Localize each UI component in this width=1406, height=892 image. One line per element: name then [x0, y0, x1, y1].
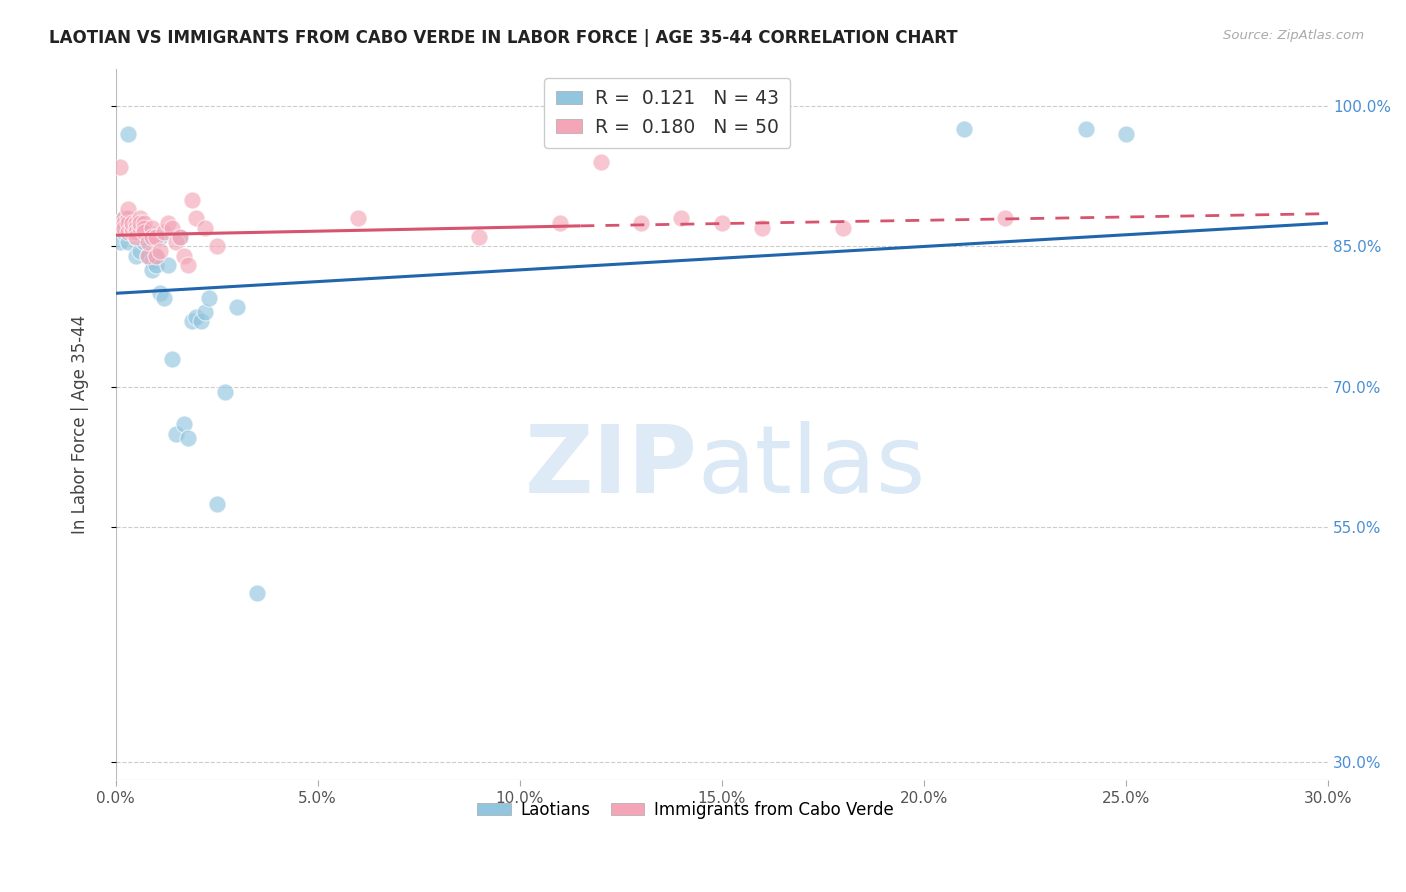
Point — [132, 220, 155, 235]
Y-axis label: In Labor Force | Age 35-44: In Labor Force | Age 35-44 — [72, 315, 89, 534]
Point — [149, 244, 172, 259]
Point — [117, 127, 139, 141]
Point — [181, 314, 204, 328]
Text: Source: ZipAtlas.com: Source: ZipAtlas.com — [1223, 29, 1364, 42]
Point — [177, 432, 200, 446]
Point — [177, 258, 200, 272]
Point — [121, 226, 143, 240]
Point — [153, 226, 176, 240]
Text: ZIP: ZIP — [524, 421, 697, 513]
Point — [136, 226, 159, 240]
Point — [589, 155, 612, 169]
Point — [145, 258, 167, 272]
Point — [132, 226, 155, 240]
Point — [132, 216, 155, 230]
Point — [1074, 122, 1097, 136]
Point — [190, 314, 212, 328]
Point — [121, 220, 143, 235]
Point — [165, 426, 187, 441]
Point — [136, 235, 159, 249]
Point — [128, 220, 150, 235]
Point — [108, 220, 131, 235]
Point — [141, 253, 163, 268]
Point — [347, 211, 370, 226]
Point — [128, 216, 150, 230]
Point — [160, 220, 183, 235]
Point — [246, 586, 269, 600]
Point — [751, 220, 773, 235]
Point — [125, 249, 148, 263]
Point — [197, 291, 219, 305]
Point — [117, 226, 139, 240]
Text: LAOTIAN VS IMMIGRANTS FROM CABO VERDE IN LABOR FORCE | AGE 35-44 CORRELATION CHA: LAOTIAN VS IMMIGRANTS FROM CABO VERDE IN… — [49, 29, 957, 46]
Point — [112, 220, 135, 235]
Point — [149, 286, 172, 301]
Point — [117, 202, 139, 216]
Point — [117, 235, 139, 249]
Point — [186, 211, 208, 226]
Point — [630, 216, 652, 230]
Point — [108, 160, 131, 174]
Point — [214, 384, 236, 399]
Point — [132, 220, 155, 235]
Point — [108, 216, 131, 230]
Point — [193, 305, 215, 319]
Point — [121, 220, 143, 235]
Point — [128, 230, 150, 244]
Point — [160, 351, 183, 366]
Point — [145, 249, 167, 263]
Text: atlas: atlas — [697, 421, 927, 513]
Point — [169, 230, 191, 244]
Point — [117, 211, 139, 226]
Point — [193, 220, 215, 235]
Point — [173, 249, 195, 263]
Point — [128, 211, 150, 226]
Point — [141, 220, 163, 235]
Point — [117, 216, 139, 230]
Point — [108, 235, 131, 249]
Point — [125, 216, 148, 230]
Point — [132, 235, 155, 249]
Point — [145, 230, 167, 244]
Point — [548, 216, 571, 230]
Point — [136, 249, 159, 263]
Point — [225, 301, 247, 315]
Point — [125, 220, 148, 235]
Point — [125, 230, 148, 244]
Point — [121, 216, 143, 230]
Point — [149, 230, 172, 244]
Point — [141, 263, 163, 277]
Point — [153, 291, 176, 305]
Point — [125, 230, 148, 244]
Point — [186, 310, 208, 324]
Point — [169, 230, 191, 244]
Point — [205, 239, 228, 253]
Point — [1115, 127, 1137, 141]
Point — [121, 216, 143, 230]
Point — [132, 230, 155, 244]
Point — [112, 211, 135, 226]
Point — [141, 230, 163, 244]
Point — [112, 216, 135, 230]
Point — [468, 230, 491, 244]
Point — [710, 216, 733, 230]
Point — [157, 216, 180, 230]
Point — [994, 211, 1017, 226]
Point — [128, 244, 150, 259]
Point — [671, 211, 693, 226]
Point — [953, 122, 976, 136]
Point — [181, 193, 204, 207]
Point — [173, 417, 195, 432]
Point — [205, 497, 228, 511]
Point — [165, 235, 187, 249]
Point — [157, 258, 180, 272]
Point — [136, 249, 159, 263]
Legend: Laotians, Immigrants from Cabo Verde: Laotians, Immigrants from Cabo Verde — [471, 794, 900, 825]
Point — [112, 226, 135, 240]
Point — [832, 220, 855, 235]
Point — [145, 249, 167, 263]
Point — [112, 211, 135, 226]
Point — [125, 226, 148, 240]
Point — [125, 216, 148, 230]
